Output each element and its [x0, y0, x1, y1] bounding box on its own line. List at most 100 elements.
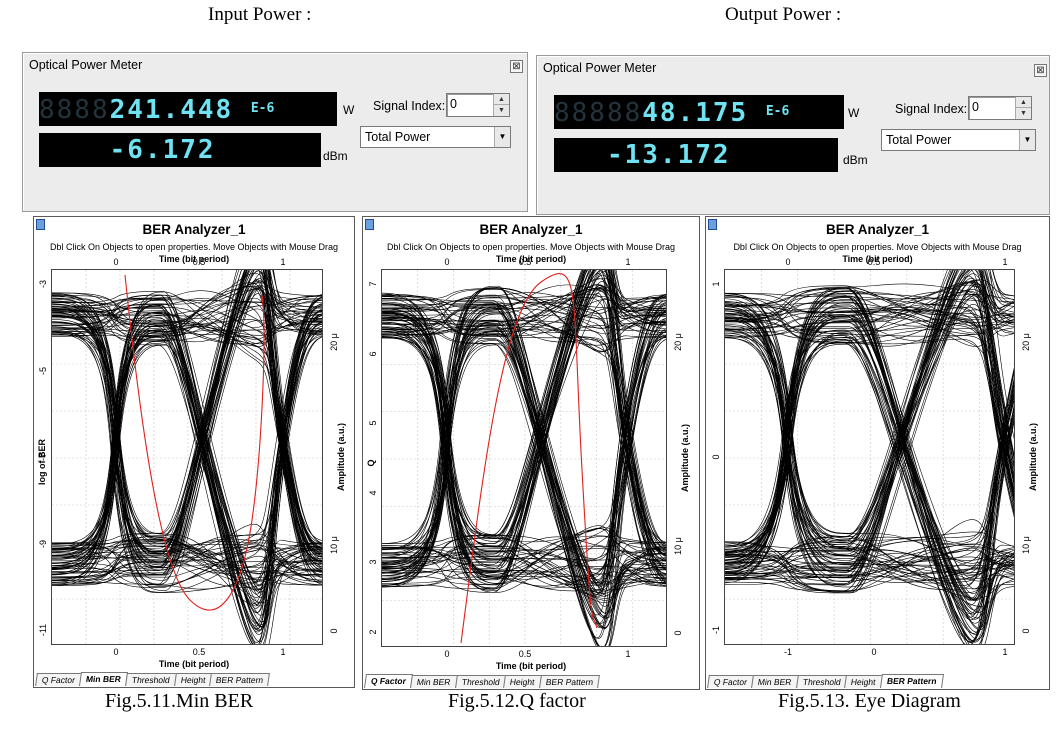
- eye-plot[interactable]: [381, 269, 667, 647]
- analyzer-hint: Dbl Click On Objects to open properties.…: [49, 242, 339, 252]
- tab-height[interactable]: Height: [844, 675, 883, 688]
- fig-min-ber-caption: Fig.5.11.Min BER: [105, 690, 254, 712]
- tab-threshold[interactable]: Threshold: [795, 675, 848, 688]
- bottom-tick-label: 0.5: [192, 647, 206, 657]
- left-tick-label: -5: [38, 366, 48, 375]
- left-tick-label: 5: [368, 420, 378, 426]
- right-tick-label: 10 μ: [673, 537, 683, 556]
- dbm-unit: dBm: [323, 149, 348, 163]
- eye-traces: [725, 270, 1014, 644]
- right-tick-label: 20 μ: [673, 333, 683, 351]
- ber-analyzer-min-ber[interactable]: BER Analyzer_1 Dbl Click On Objects to op…: [33, 216, 355, 688]
- chevron-up-icon[interactable]: ▲: [1016, 97, 1031, 108]
- right-tick-label: 20 μ: [329, 332, 339, 351]
- dropdown-arrow-icon[interactable]: ▼: [494, 127, 510, 147]
- chevron-down-icon[interactable]: ▼: [1020, 110, 1027, 117]
- signal-index-spinner[interactable]: 0 ▲ ▼: [968, 96, 1032, 120]
- power-watts-value: 241.448: [109, 95, 234, 125]
- tab-q-factor[interactable]: Q Factor: [707, 675, 754, 688]
- tab-ber-pattern[interactable]: BER Pattern: [538, 675, 601, 688]
- tab-q-factor[interactable]: Q Factor: [364, 674, 413, 688]
- eye-traces: [52, 270, 322, 644]
- tab-min-ber[interactable]: Min BER: [410, 675, 458, 688]
- window-icon: [708, 219, 717, 230]
- analyzer-title: BER Analyzer_1: [825, 222, 930, 237]
- tab-ber-pattern[interactable]: BER Pattern: [880, 674, 944, 688]
- watts-unit: W: [848, 106, 860, 120]
- tab-height[interactable]: Height: [173, 673, 213, 686]
- left-tick-label: 6: [368, 351, 378, 357]
- top-axis-label: Time (bit period): [842, 254, 913, 264]
- signal-index-spinner[interactable]: 0 ▲ ▼: [446, 93, 510, 117]
- signal-index-value: 0: [972, 100, 979, 114]
- analyzer-hint: Dbl Click On Objects to open properties.…: [386, 242, 676, 252]
- top-axis-label: Time (bit period): [158, 254, 230, 264]
- tab-min-ber[interactable]: Min BER: [751, 675, 799, 688]
- window-icon: [36, 219, 45, 230]
- fig-q-factor-caption: Fig.5.12.Q factor: [448, 690, 586, 712]
- q-factor-curve: [460, 273, 598, 644]
- dropdown-arrow-icon[interactable]: ▼: [1019, 130, 1035, 150]
- eye-plot[interactable]: [51, 269, 323, 645]
- tab-ber-pattern[interactable]: BER Pattern: [209, 673, 271, 686]
- top-tick-label: 0.5: [867, 257, 881, 267]
- left-axis-label: log of BER: [37, 439, 47, 485]
- left-tick-label: 7: [368, 281, 378, 287]
- analyzer-tab-bar: Q Factor Min BER Threshold Height BER Patter…: [707, 674, 944, 688]
- fig-eye-diagram-caption: Fig.5.13. Eye Diagram: [778, 690, 961, 712]
- right-tick-label: 0: [329, 628, 339, 634]
- tab-height[interactable]: Height: [503, 675, 542, 688]
- analyzer-title: BER Analyzer_1: [142, 222, 246, 237]
- bottom-axis-label: Time (bit period): [495, 661, 567, 671]
- analyzer-tab-bar: Q Factor Min BER Threshold Height BER Patter…: [35, 672, 271, 686]
- top-tick-label: 0.5: [518, 257, 532, 267]
- power-watts-display: 8888848.175 E-6: [554, 95, 844, 129]
- eye-plot[interactable]: [724, 269, 1015, 645]
- signal-index-value: 0: [450, 97, 457, 111]
- right-tick-label: 10 μ: [329, 535, 339, 554]
- window-icon: [365, 219, 374, 230]
- power-mode-select[interactable]: Total Power ▼: [881, 129, 1036, 151]
- meter-title: Optical Power Meter: [543, 61, 657, 75]
- optical-power-meter-input[interactable]: Optical Power Meter ⊠ 8888241.448 E-6 W …: [22, 52, 528, 212]
- ber-analyzer-eye-diagram[interactable]: BER Analyzer_1 Dbl Click On Objects to op…: [705, 216, 1050, 690]
- bottom-tick-label: 0: [113, 647, 119, 657]
- power-dbm-display: -6.172: [39, 133, 321, 167]
- watts-unit: W: [343, 103, 355, 117]
- close-icon[interactable]: ⊠: [1034, 64, 1047, 77]
- close-icon[interactable]: ⊠: [510, 60, 523, 73]
- bottom-tick-label: 1: [280, 647, 286, 657]
- eye-traces: [382, 270, 666, 646]
- eye-diagram-svg: [52, 270, 322, 644]
- chevron-up-icon[interactable]: ▲: [494, 94, 509, 105]
- left-tick-label: 1: [711, 281, 721, 287]
- top-tick-label: 0: [113, 257, 119, 267]
- ber-analyzer-q-factor[interactable]: BER Analyzer_1 Dbl Click On Objects to op…: [362, 216, 700, 690]
- bottom-tick-label: 1: [625, 649, 631, 659]
- left-tick-label: -3: [38, 280, 48, 289]
- power-exponent: E-6: [250, 101, 275, 116]
- bottom-axis-label: Time (bit period): [158, 659, 230, 669]
- dbm-unit: dBm: [843, 153, 868, 167]
- right-tick-label: 10 μ: [1021, 535, 1031, 554]
- tab-threshold[interactable]: Threshold: [454, 675, 507, 688]
- bottom-tick-label: 0: [871, 647, 877, 657]
- tab-q-factor[interactable]: Q Factor: [35, 673, 82, 686]
- right-tick-label: 0: [673, 630, 683, 636]
- power-mode-select[interactable]: Total Power ▼: [360, 126, 511, 148]
- bottom-tick-label: -1: [783, 647, 792, 657]
- chevron-down-icon[interactable]: ▼: [498, 107, 505, 114]
- tab-threshold[interactable]: Threshold: [125, 673, 177, 686]
- output-power-caption: Output Power :: [725, 4, 842, 25]
- right-axis-label: Amplitude (a.u.): [680, 424, 690, 492]
- top-tick-label: 0.5: [192, 257, 206, 267]
- tab-min-ber[interactable]: Min BER: [79, 672, 128, 686]
- right-tick-label: 20 μ: [1021, 332, 1031, 351]
- right-axis-label: Amplitude (a.u.): [336, 423, 346, 491]
- right-tick-label: 0: [1021, 628, 1031, 634]
- left-axis-label: Q: [366, 459, 376, 467]
- analyzer-tab-bar: Q Factor Min BER Threshold Height BER Patter…: [364, 674, 601, 688]
- signal-index-label: Signal Index:: [373, 99, 446, 113]
- input-power-caption: Input Power :: [208, 4, 312, 25]
- optical-power-meter-output[interactable]: Optical Power Meter ⊠ 8888848.175 E-6 W …: [536, 55, 1050, 215]
